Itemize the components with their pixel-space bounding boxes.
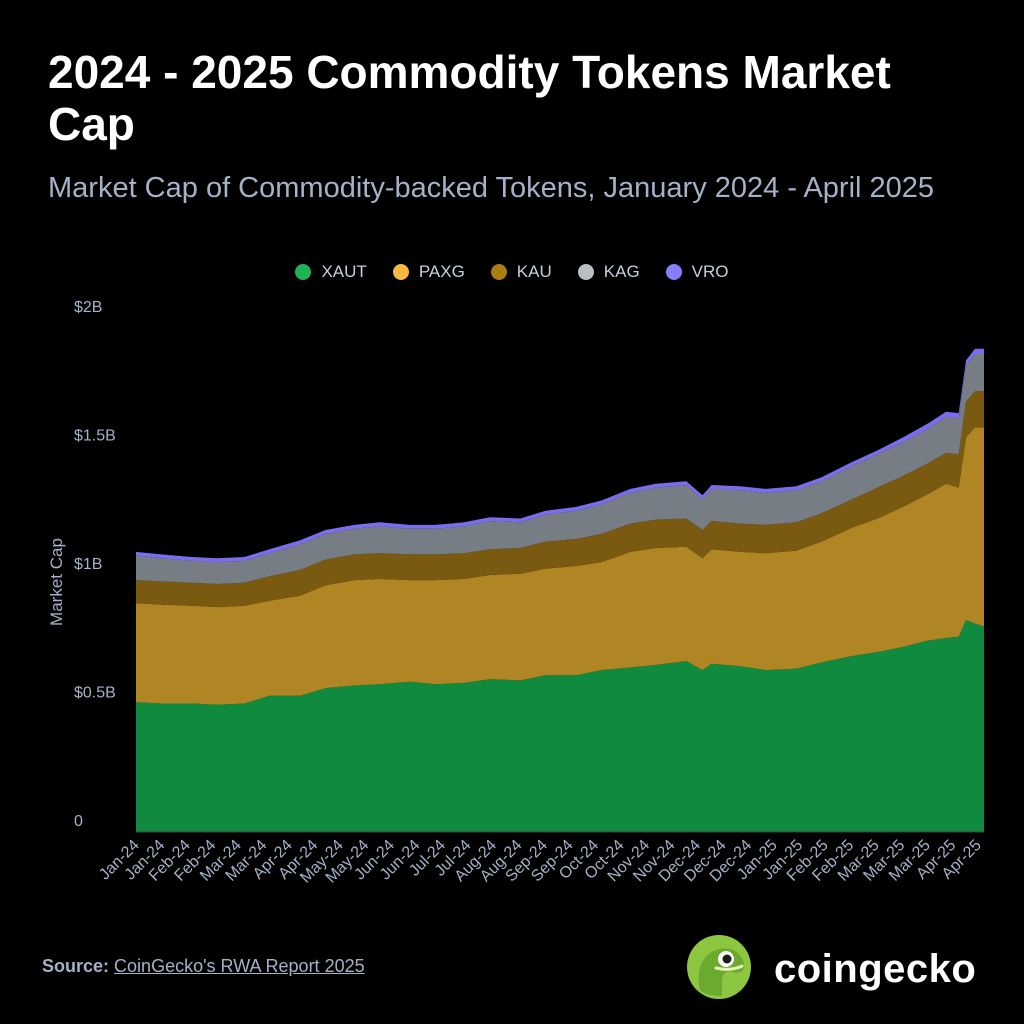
legend-item-vro[interactable]: VRO [665,262,729,282]
legend-swatch-kag [577,264,594,280]
brand-logo[interactable]: coingecko [686,934,976,1005]
legend-swatch-xaut [295,264,312,280]
legend-label-kau: KAU [516,262,552,281]
x-axis: Jan-24Jan-24Feb-24Feb-24Mar-24Mar-24Apr-… [96,837,985,887]
legend-label-kag: KAG [603,262,640,281]
area-series-kau[interactable] [136,391,984,608]
legend-swatch-kau [490,264,507,280]
y-tick-label: $2B [74,299,102,316]
source-note: Source: CoinGecko's RWA Report 2025 [42,956,365,977]
chart-title: 2024 - 2025 Commodity Tokens Market Cap [48,46,891,150]
y-tick-label: $1.5B [74,428,116,445]
area-series-xaut[interactable] [136,620,984,832]
brand-name: coingecko [774,947,977,991]
legend-swatch-vro [665,264,682,280]
chart-legend: XAUT PAXG KAU KAG VRO [0,262,1024,282]
y-tick-label: 0 [74,813,83,830]
y-axis: 0 $0.5B $1B $1.5B $2B [74,299,116,830]
y-tick-label: $1B [74,556,102,573]
source-label: Source: [42,956,110,976]
chart-subtitle: Market Cap of Commodity-backed Tokens, J… [48,172,935,204]
area-series-group [136,348,984,833]
legend-item-kau[interactable]: KAU [490,262,552,282]
area-series-kag[interactable] [136,354,984,584]
legend-label-paxg: PAXG [418,262,465,281]
legend-label-vro: VRO [691,262,729,281]
source-link[interactable]: CoinGecko's RWA Report 2025 [114,956,365,976]
gecko-logo-icon [686,934,752,1005]
area-series-paxg[interactable] [136,427,984,705]
legend-label-xaut: XAUT [321,262,367,281]
legend-item-paxg[interactable]: PAXG [392,262,465,282]
legend-item-kag[interactable]: KAG [577,262,640,282]
y-axis-title: Market Cap [47,538,66,626]
legend-swatch-paxg [392,264,409,280]
legend-item-xaut[interactable]: XAUT [295,262,367,282]
y-tick-label: $0.5B [74,685,116,702]
